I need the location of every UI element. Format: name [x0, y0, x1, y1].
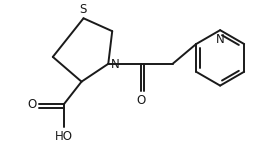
Text: O: O [136, 93, 146, 107]
Text: S: S [79, 3, 86, 16]
Text: HO: HO [55, 130, 73, 143]
Text: N: N [111, 58, 120, 71]
Text: O: O [28, 98, 37, 111]
Text: N: N [216, 33, 225, 46]
